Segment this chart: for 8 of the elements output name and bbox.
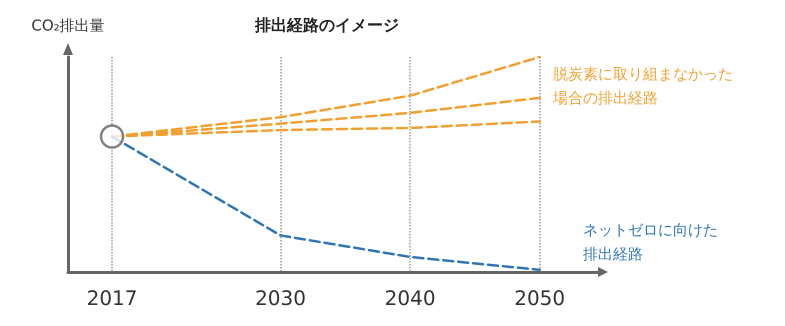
x-tick-label: 2050 — [514, 286, 566, 310]
y-axis-title: CO₂排出量 — [31, 16, 105, 34]
chart-title: 排出経路のイメージ — [254, 16, 399, 34]
annotation: ネットゼロに向けた排出経路 — [583, 221, 718, 263]
x-tick-label: 2030 — [255, 286, 306, 310]
annotation: 脱炭素に取り組まなかった場合の排出経路 — [552, 65, 733, 107]
x-tick-label: 2017 — [86, 286, 138, 310]
x-tick-label: 2040 — [384, 286, 436, 310]
